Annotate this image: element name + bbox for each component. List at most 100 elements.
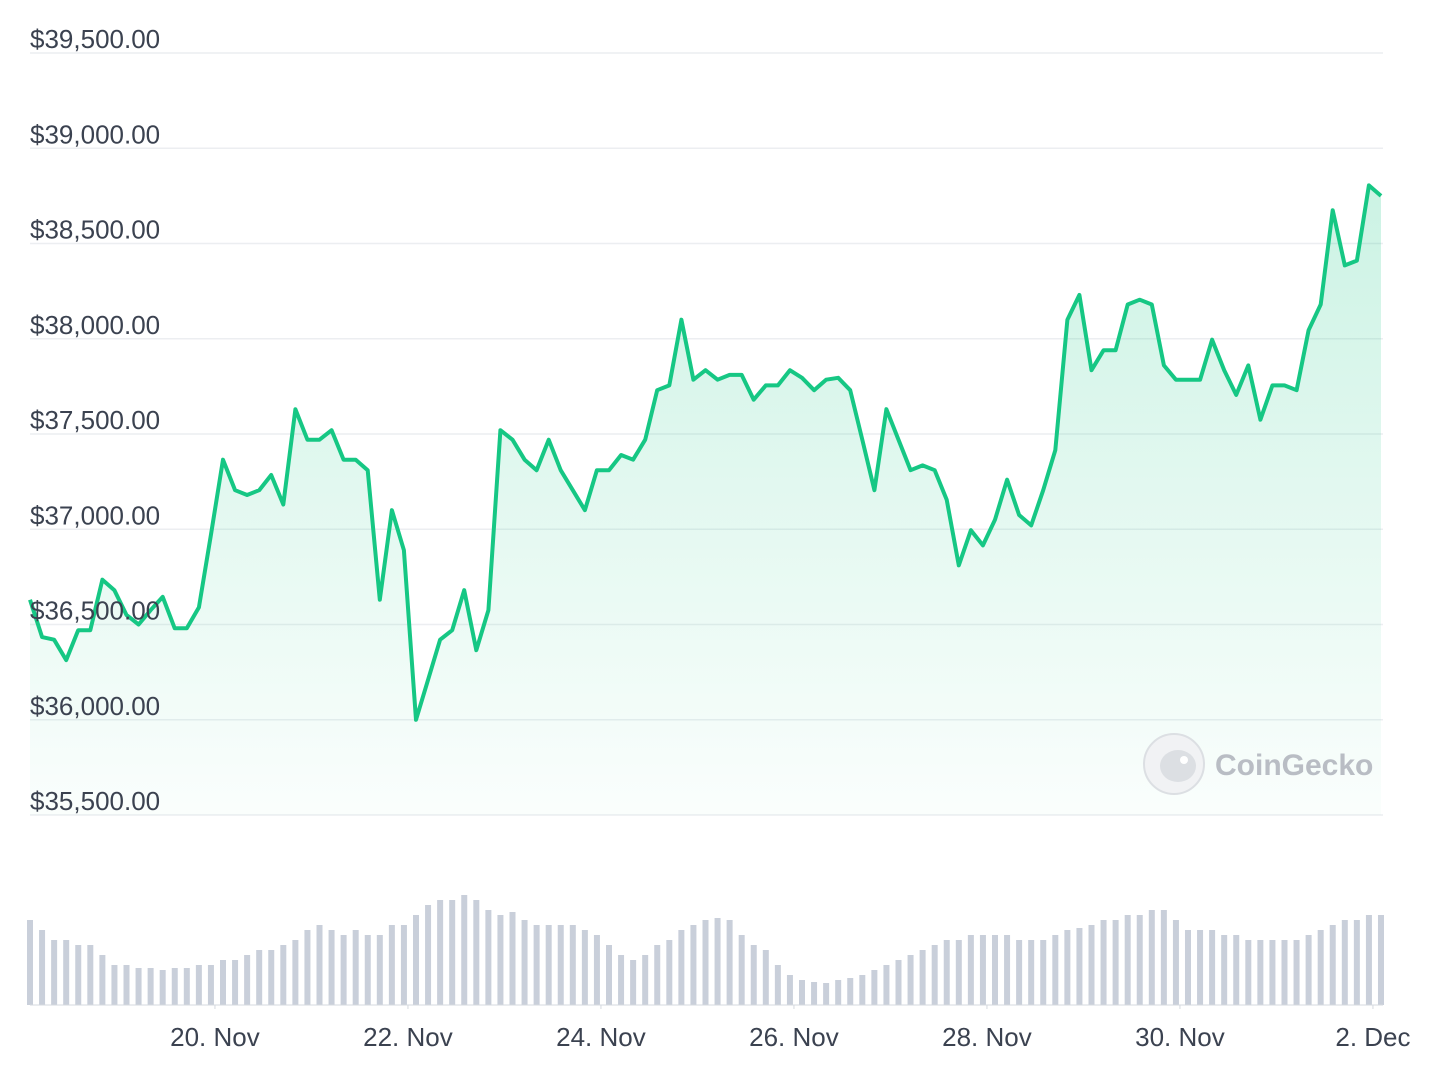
volume-bar — [159, 970, 166, 1005]
y-tick-label: $36,500.00 — [30, 596, 160, 626]
volume-bar — [51, 940, 58, 1005]
volume-bar — [642, 955, 649, 1005]
labels: $35,500.00 $36,000.00 $36,500.00 $37,000.00… — [30, 24, 1411, 1052]
volume-bar — [316, 925, 323, 1005]
volume-bar — [376, 935, 383, 1005]
volume-bar — [99, 955, 106, 1005]
volume-bar — [1353, 920, 1360, 1005]
volume-bar — [1305, 935, 1312, 1005]
volume-layer — [27, 895, 1384, 1005]
volume-bar — [726, 920, 733, 1005]
volume-bar — [1221, 935, 1228, 1005]
volume-bar — [244, 955, 251, 1005]
volume-bar — [219, 960, 226, 1005]
volume-bar — [1112, 920, 1119, 1005]
volume-bar — [1028, 940, 1035, 1005]
volume-bar — [1245, 940, 1252, 1005]
volume-bar — [823, 983, 830, 1005]
volume-bar — [895, 960, 902, 1005]
volume-bar — [280, 945, 287, 1005]
y-tick-label: $37,500.00 — [30, 405, 160, 435]
volume-bar — [605, 945, 612, 1005]
y-tick-label: $38,500.00 — [30, 215, 160, 245]
volume-bar — [1004, 935, 1011, 1005]
volume-bar — [1184, 930, 1191, 1005]
volume-bar — [400, 925, 407, 1005]
logo-head — [1160, 750, 1196, 782]
volume-bar — [292, 940, 299, 1005]
volume-bar — [883, 965, 890, 1005]
volume-bar — [1040, 940, 1047, 1005]
y-tick-label: $38,000.00 — [30, 310, 160, 340]
volume-bar — [811, 982, 818, 1005]
volume-bar — [39, 930, 46, 1005]
volume-bar — [618, 955, 625, 1005]
volume-bar — [1269, 940, 1276, 1005]
y-tick-label: $39,000.00 — [30, 119, 160, 149]
volume-bar — [364, 935, 371, 1005]
x-tick-label: 26. Nov — [749, 1022, 839, 1052]
volume-bar — [569, 925, 576, 1005]
volume-bar — [750, 945, 757, 1005]
x-tick-label: 2. Dec — [1335, 1022, 1410, 1052]
volume-bar — [931, 945, 938, 1005]
volume-bar — [437, 900, 444, 1005]
volume-bar — [871, 970, 878, 1005]
volume-bar — [798, 980, 805, 1005]
volume-bar — [593, 935, 600, 1005]
volume-bar — [1209, 930, 1216, 1005]
volume-bar — [1257, 940, 1264, 1005]
volume-bar — [232, 960, 239, 1005]
volume-bar — [774, 965, 781, 1005]
volume-bar — [304, 930, 311, 1005]
volume-bar — [991, 935, 998, 1005]
volume-bar — [1052, 935, 1059, 1005]
volume-bar — [666, 940, 673, 1005]
x-tick-label: 30. Nov — [1135, 1022, 1225, 1052]
volume-bar — [340, 935, 347, 1005]
x-tick-label: 20. Nov — [170, 1022, 260, 1052]
volume-bar — [979, 935, 986, 1005]
volume-bar — [1016, 940, 1023, 1005]
logo-eye — [1180, 756, 1188, 764]
volume-bar — [1088, 925, 1095, 1005]
volume-bar — [967, 935, 974, 1005]
volume-bar — [702, 920, 709, 1005]
price-area — [30, 185, 1381, 815]
volume-bar — [1377, 915, 1384, 1005]
volume-bar — [111, 965, 118, 1005]
volume-bar — [1160, 910, 1167, 1005]
volume-bar — [1329, 925, 1336, 1005]
area-layer — [30, 185, 1381, 815]
y-tick-label: $36,000.00 — [30, 691, 160, 721]
volume-bar — [1197, 930, 1204, 1005]
volume-bar — [461, 895, 468, 1005]
volume-bar — [557, 925, 564, 1005]
volume-bar — [1341, 920, 1348, 1005]
y-tick-label: $37,000.00 — [30, 500, 160, 530]
volume-bar — [545, 925, 552, 1005]
volume-bar — [123, 965, 130, 1005]
volume-bar — [955, 940, 962, 1005]
volume-bar — [497, 915, 504, 1005]
y-tick-label: $35,500.00 — [30, 786, 160, 816]
volume-bar — [171, 968, 178, 1005]
volume-bar — [87, 945, 94, 1005]
volume-bar — [388, 925, 395, 1005]
volume-bar — [1293, 940, 1300, 1005]
volume-bar — [786, 975, 793, 1005]
volume-bar — [1365, 915, 1372, 1005]
volume-bar — [425, 905, 432, 1005]
volume-bar — [75, 945, 82, 1005]
volume-bar — [907, 955, 914, 1005]
volume-bar — [1064, 930, 1071, 1005]
volume-bar — [1136, 915, 1143, 1005]
volume-bar — [533, 925, 540, 1005]
volume-bar — [1100, 920, 1107, 1005]
watermark: CoinGecko — [1215, 749, 1373, 782]
volume-bar — [183, 968, 190, 1005]
volume-bar — [859, 975, 866, 1005]
logo — [1143, 733, 1205, 795]
